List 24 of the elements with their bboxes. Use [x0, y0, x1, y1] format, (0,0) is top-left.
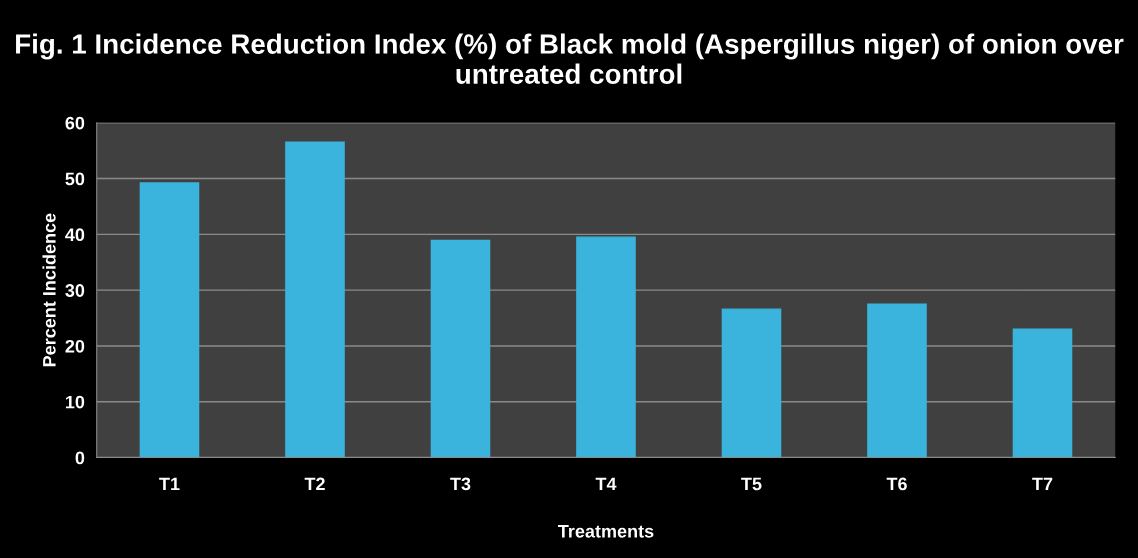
y-tick-label: 20: [65, 339, 85, 353]
y-tick-label: 10: [65, 395, 85, 409]
bar: [867, 303, 927, 458]
x-tick-label: T7: [1032, 477, 1053, 491]
x-axis-title: Treatments: [558, 525, 654, 538]
y-tick-label: 40: [65, 228, 85, 242]
x-tick-label: T1: [159, 477, 180, 491]
y-tick-label: 60: [65, 116, 85, 130]
bar: [576, 236, 636, 458]
y-tick-label: 30: [65, 284, 85, 297]
y-tick-label: 50: [65, 172, 85, 186]
bar: [721, 308, 782, 458]
bar: [285, 141, 345, 458]
bar: [139, 182, 200, 458]
x-tick-label: T2: [304, 477, 325, 491]
chart-title: Fig. 1 Incidence Reduction Index (%) of Black mold (Aspergillus niger) of onion over untreated control: [16, 33, 1124, 84]
x-tick-label: T6: [886, 477, 907, 491]
x-tick-label: T5: [741, 477, 762, 491]
y-tick-label: 0: [75, 451, 85, 465]
x-tick-label: T3: [450, 477, 471, 491]
x-tick-label: T4: [595, 477, 617, 491]
bar: [430, 239, 491, 458]
y-axis-title: Percent Incidence: [42, 213, 56, 367]
bar: [1012, 328, 1073, 458]
